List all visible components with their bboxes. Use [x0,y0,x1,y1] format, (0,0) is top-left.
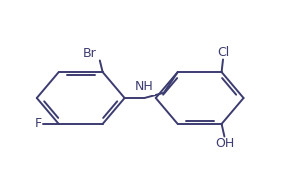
Text: NH: NH [135,80,154,93]
Text: F: F [35,117,42,130]
Text: Cl: Cl [217,45,229,59]
Text: OH: OH [215,137,234,151]
Text: Br: Br [83,46,97,60]
